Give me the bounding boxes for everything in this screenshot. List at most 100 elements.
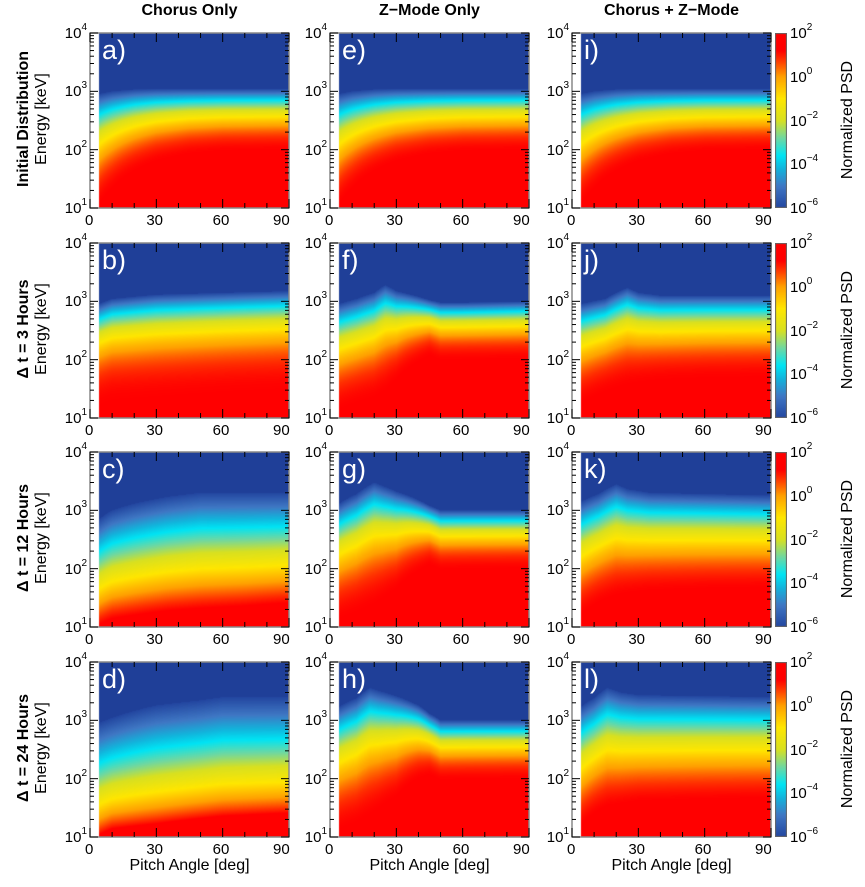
plot-frame [571, 242, 772, 419]
x-tick-label: 30 [386, 841, 404, 858]
x-tick-label: 30 [146, 841, 164, 858]
x-tick-label: 30 [628, 212, 646, 229]
exponent: 3 [81, 80, 87, 92]
heatmap-panel [330, 662, 529, 837]
colorbar [775, 452, 787, 627]
exponent: 2 [563, 348, 569, 360]
exponent: 1 [563, 826, 569, 837]
exponent: 0 [806, 275, 813, 287]
y-tick-label: 101 [304, 197, 327, 217]
column-title: Z−Mode Only [379, 2, 480, 19]
x-axis-label: Pitch Angle [deg] [611, 857, 732, 874]
x-tick-label: 90 [755, 841, 772, 858]
colorbar-tick-label: 10−6 [790, 616, 819, 636]
exponent: 2 [321, 557, 327, 569]
x-tick-label: 90 [273, 422, 290, 439]
x-tick-label: 30 [386, 212, 404, 229]
x-tick-label: 60 [212, 422, 230, 439]
panel-letter: g) [342, 454, 367, 484]
exponent: 1 [321, 407, 327, 418]
exponent: 1 [81, 197, 87, 208]
colorbar-tick-label: 10−2 [790, 319, 819, 340]
panel-letter: j) [584, 245, 599, 275]
exponent: −6 [806, 826, 819, 837]
x-tick-label: 30 [628, 841, 646, 858]
colorbar-label: Normalized PSD [839, 689, 856, 808]
panel-axes [329, 32, 530, 209]
exponent: 2 [81, 767, 87, 779]
colorbar [775, 33, 787, 208]
y-tick-label: 104 [304, 651, 327, 671]
exponent: 2 [321, 138, 327, 150]
panel-letter: a) [102, 35, 127, 65]
y-tick-label: 103 [64, 499, 87, 520]
x-tick-label: 30 [146, 422, 164, 439]
colorbar-tick-label: 102 [790, 441, 813, 461]
exponent: 2 [563, 557, 569, 569]
y-tick-label: 104 [64, 441, 87, 461]
x-tick-label: 90 [513, 212, 530, 229]
exponent: 2 [81, 348, 87, 360]
exponent: −2 [806, 738, 819, 750]
exponent: 4 [563, 232, 569, 243]
y-tick-label: 102 [64, 348, 87, 369]
panel-letter: h) [342, 664, 367, 694]
plot-frame [329, 32, 530, 209]
exponent: 3 [563, 709, 569, 721]
x-tick-label: 90 [513, 631, 530, 648]
colorbar-tick-label: 10−6 [790, 407, 819, 427]
x-tick-label: 90 [755, 212, 772, 229]
panel-letter: b) [102, 245, 127, 275]
exponent: 1 [321, 616, 327, 627]
y-tick-label: 103 [304, 709, 327, 730]
exponent: −6 [806, 197, 819, 208]
y-tick-label: 102 [64, 557, 87, 578]
exponent: 1 [563, 197, 569, 208]
x-tick-label: 60 [212, 841, 230, 858]
y-tick-label: 104 [546, 22, 569, 42]
heatmap-panel [90, 452, 289, 627]
y-tick-label: 104 [546, 232, 569, 252]
y-tick-label: 104 [64, 232, 87, 252]
y-tick-label: 102 [64, 138, 87, 159]
row-label: Δ t = 24 Hours Energy [keV] [15, 658, 51, 838]
heatmap-panel [572, 662, 771, 837]
colorbar-tick-label: 102 [790, 22, 813, 42]
panel-axes [571, 242, 772, 419]
y-tick-label: 104 [546, 651, 569, 671]
exponent: 2 [806, 232, 813, 243]
exponent: 3 [81, 709, 87, 721]
plot-frame [89, 661, 290, 838]
exponent: 2 [806, 22, 813, 33]
y-tick-label: 104 [64, 651, 87, 671]
y-tick-label: 103 [304, 80, 327, 101]
x-tick-label: 60 [212, 631, 230, 648]
exponent: 3 [563, 499, 569, 511]
y-tick-label: 102 [546, 138, 569, 159]
row-title: Δ t = 3 Hours [15, 278, 32, 379]
exponent: 3 [321, 709, 327, 721]
x-tick-label: 30 [146, 212, 164, 229]
panel-axes [571, 32, 772, 209]
y-tick-label: 101 [64, 616, 87, 636]
x-tick-label: 0 [85, 212, 94, 229]
plot-frame [571, 661, 772, 838]
exponent: −6 [806, 407, 819, 418]
exponent: 3 [81, 290, 87, 302]
exponent: 4 [321, 232, 327, 243]
colorbar-tick-label: 10−6 [790, 826, 819, 846]
y-tick-label: 102 [304, 767, 327, 788]
y-tick-label: 101 [546, 616, 569, 636]
colorbar-tick-label: 10−2 [790, 528, 819, 549]
colorbar-label: Normalized PSD [839, 270, 856, 389]
row-title: Δ t = 24 Hours [15, 693, 32, 802]
exponent: 2 [81, 557, 87, 569]
exponent: 1 [321, 826, 327, 837]
row-title: Δ t = 12 Hours [15, 483, 32, 592]
y-tick-label: 102 [64, 767, 87, 788]
exponent: −2 [806, 319, 819, 331]
x-tick-label: 0 [85, 422, 94, 439]
row-label: Δ t = 12 Hours Energy [keV] [15, 448, 51, 628]
y-tick-label: 103 [546, 290, 569, 311]
exponent: −2 [806, 528, 819, 540]
